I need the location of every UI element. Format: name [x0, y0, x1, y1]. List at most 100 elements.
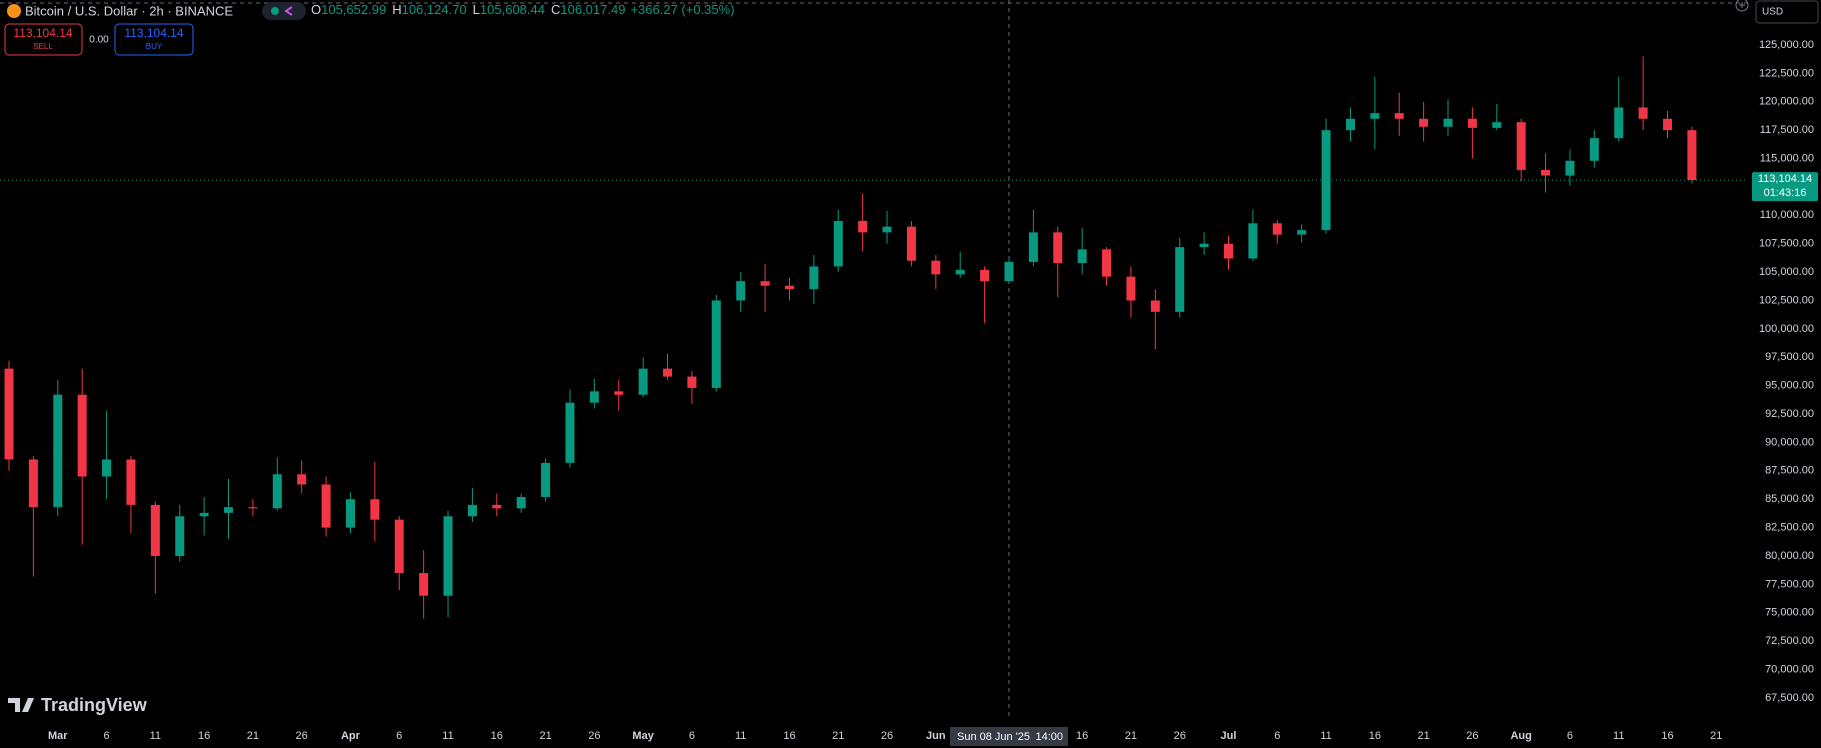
candle-body	[1224, 243, 1233, 259]
candle-body	[394, 519, 404, 574]
candle-body	[1199, 243, 1209, 248]
x-tick-label: Mar	[48, 730, 68, 742]
candle-body	[614, 391, 624, 395]
logo-text: TradingView	[41, 695, 148, 715]
candle-body	[1589, 138, 1599, 161]
currency-select[interactable]	[1755, 0, 1819, 24]
candle-body	[1053, 232, 1063, 264]
y-tick-label: 77,500.00	[1765, 578, 1814, 590]
candle-body	[1541, 169, 1551, 176]
candle-body	[28, 459, 38, 508]
candle-body	[784, 285, 794, 290]
sell-label: SELL	[33, 42, 53, 51]
x-tick-label: 21	[832, 730, 844, 742]
candle-body	[1102, 249, 1112, 277]
candle-body	[858, 220, 868, 233]
candle-body	[1370, 113, 1380, 119]
market-status	[271, 7, 279, 15]
candle-body	[1028, 232, 1038, 262]
x-tick-label: 26	[1174, 730, 1186, 742]
x-tick-label: Aug	[1510, 730, 1531, 742]
y-tick-label: 125,000.00	[1759, 39, 1814, 51]
x-tick-label: 16	[1369, 730, 1381, 742]
x-tick-label: 11	[1320, 730, 1331, 742]
candle-body	[1077, 249, 1087, 264]
add-icon	[1739, 2, 1745, 8]
x-tick-label: May	[632, 730, 654, 742]
candle-body	[1004, 261, 1014, 282]
x-tick-label: 21	[1710, 730, 1722, 742]
last-price-tag	[1752, 172, 1818, 202]
candle-body	[199, 512, 209, 517]
x-tick-label: 26	[588, 730, 600, 742]
sell-button[interactable]	[4, 23, 83, 56]
ohlc-key: O	[311, 2, 321, 17]
ohlc-value: 106,124.70	[402, 2, 467, 17]
add-button[interactable]	[1735, 0, 1749, 12]
buy-button[interactable]	[114, 23, 194, 56]
y-tick-label: 122,500.00	[1759, 67, 1814, 79]
candle-body	[882, 226, 892, 233]
x-tick-label: 16	[783, 730, 795, 742]
candle-body	[102, 459, 112, 477]
y-tick-label: 115,000.00	[1760, 152, 1814, 164]
candle-body	[1321, 130, 1331, 231]
candle-body	[1126, 276, 1136, 301]
candle-body	[492, 504, 502, 509]
x-tick-label: 21	[1125, 730, 1137, 742]
price-change: +366.27 (+0.35%)	[630, 2, 734, 17]
x-tick-label: 21	[539, 730, 551, 742]
y-tick-label: 75,000.00	[1765, 607, 1814, 619]
candle-body	[1663, 118, 1673, 131]
x-tick-label: 6	[689, 730, 695, 742]
candle-body	[687, 376, 697, 388]
y-tick-label: 97,500.00	[1765, 351, 1814, 363]
candle-body	[370, 499, 380, 520]
x-tick-label: 21	[1417, 730, 1429, 742]
candle-body	[1565, 160, 1575, 176]
candle-body	[1614, 107, 1624, 139]
y-tick-label: 92,500.00	[1765, 408, 1814, 420]
candle-body	[1516, 122, 1526, 170]
candle-body	[1467, 118, 1477, 128]
candle-body	[516, 496, 526, 509]
candle-body	[1687, 130, 1697, 181]
candle-body	[443, 516, 453, 596]
y-tick-label: 102,500.00	[1759, 294, 1814, 306]
candle-body	[736, 281, 746, 301]
candle-body	[1175, 247, 1185, 312]
candle-body	[1248, 223, 1258, 259]
y-tick-label: 80,000.00	[1765, 550, 1814, 562]
y-tick-label: 72,500.00	[1765, 635, 1814, 647]
candle-body	[541, 462, 551, 497]
status-pill[interactable]	[262, 2, 306, 20]
candle-body	[906, 226, 916, 261]
candle-body	[297, 474, 307, 485]
x-tick-label: Apr	[341, 730, 361, 742]
candle-body	[1443, 118, 1453, 127]
x-tick-label: 26	[1466, 730, 1478, 742]
candle-body	[419, 573, 429, 596]
ohlc-readout: O105,652.99 H106,124.70 L105,608.44 C106,01…	[311, 2, 735, 17]
crosshair-date-box	[949, 727, 1068, 746]
bar-countdown: 01:43:16	[1764, 187, 1807, 199]
spread: 0.00	[89, 35, 109, 46]
x-tick-label: 6	[1274, 730, 1280, 742]
candle-body	[833, 220, 843, 267]
symbol-icon	[7, 4, 21, 18]
x-tick-label: 6	[103, 730, 109, 742]
symbol-title: Bitcoin / U.S. Dollar · 2h · BINANCE	[25, 3, 233, 18]
candle-body	[150, 504, 160, 557]
candle-body	[980, 269, 990, 282]
candle-body	[224, 507, 234, 513]
x-tick-label: 11	[442, 730, 453, 742]
candle-body	[1394, 113, 1404, 119]
x-tick-label: 6	[1567, 730, 1573, 742]
candle-body	[126, 459, 136, 505]
y-tick-label: 90,000.00	[1765, 436, 1814, 448]
candle-body	[4, 368, 14, 460]
candle-body	[663, 368, 673, 377]
candle-body	[1150, 300, 1160, 312]
